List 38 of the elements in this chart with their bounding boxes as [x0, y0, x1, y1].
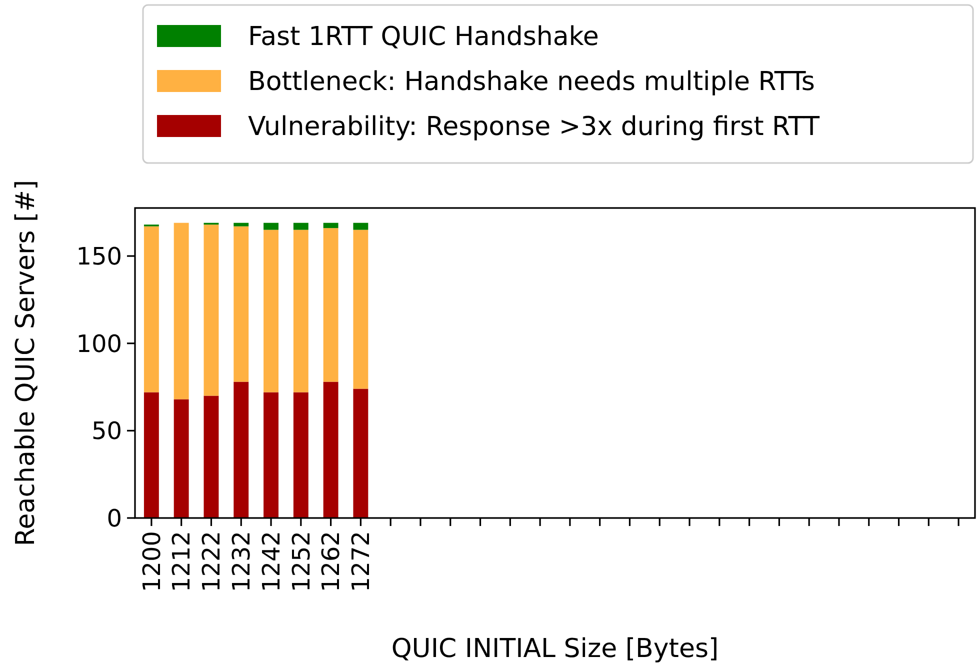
bar: [234, 382, 249, 518]
x-tick-label: 1222: [198, 531, 226, 592]
bar: [144, 226, 159, 392]
bar: [323, 222, 338, 228]
bar: [264, 392, 278, 518]
x-tick-label: 1252: [287, 531, 316, 592]
x-tick-label: 1262: [317, 531, 346, 592]
bar: [234, 222, 249, 226]
bar: [174, 399, 189, 518]
bar: [144, 392, 159, 518]
bar: [293, 392, 308, 518]
x-tick-label: 1272: [347, 531, 376, 592]
x-tick-label: 1232: [228, 531, 256, 592]
bar: [174, 222, 189, 400]
legend-label: Fast 1RTT QUIC Handshake: [248, 22, 599, 52]
y-tick-label: 0: [106, 504, 122, 532]
x-tick-label: 1212: [168, 531, 196, 592]
bar: [353, 230, 368, 389]
x-tick-label: 1242: [257, 531, 286, 592]
x-axis-title: QUIC INITIAL Size [Bytes]: [391, 634, 719, 664]
y-tick-label: 50: [91, 417, 122, 446]
x-tick-label: 1200: [138, 531, 166, 592]
legend-label: Bottleneck: Handshake needs multiple RTTs: [248, 67, 815, 98]
y-tick-label: 100: [76, 330, 122, 358]
bar: [264, 222, 278, 230]
bar: [234, 226, 249, 382]
bar: [323, 228, 338, 382]
bar: [293, 222, 308, 230]
bar: [323, 382, 338, 518]
bar: [353, 222, 368, 230]
bar: [204, 396, 219, 518]
bar: [264, 230, 278, 392]
bar: [353, 388, 368, 518]
bar: [204, 224, 219, 396]
legend-label: Vulnerability: Response >3x during first RTT: [248, 112, 820, 142]
bar: [293, 230, 308, 392]
y-axis-title: Reachable QUIC Servers [#]: [11, 180, 41, 546]
y-tick-label: 150: [76, 242, 122, 270]
